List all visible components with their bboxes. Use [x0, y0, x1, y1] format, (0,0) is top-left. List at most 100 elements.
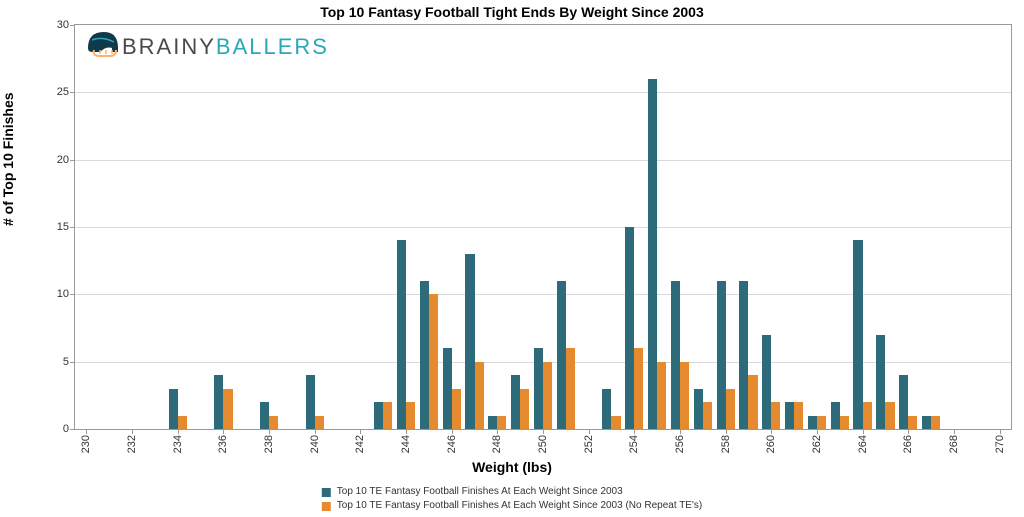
bar — [488, 416, 497, 429]
x-tick-mark — [1000, 429, 1001, 434]
x-tick-label: 264 — [857, 435, 869, 453]
bar — [223, 389, 232, 429]
bar — [557, 281, 566, 429]
x-tick-label: 240 — [309, 435, 321, 453]
bar — [602, 389, 611, 429]
bar — [178, 416, 187, 429]
bar — [625, 227, 634, 429]
bar — [452, 389, 461, 429]
bar — [611, 416, 620, 429]
bar — [831, 402, 840, 429]
bar — [497, 416, 506, 429]
bar — [908, 416, 917, 429]
bar — [315, 416, 324, 429]
x-tick-mark — [315, 429, 316, 434]
x-tick-mark — [178, 429, 179, 434]
x-tick-label: 236 — [217, 435, 229, 453]
x-tick-mark — [223, 429, 224, 434]
legend-item: Top 10 TE Fantasy Football Finishes At E… — [322, 485, 702, 499]
x-tick-mark — [680, 429, 681, 434]
chart-title: Top 10 Fantasy Football Tight Ends By We… — [0, 4, 1024, 20]
x-tick-label: 234 — [172, 435, 184, 453]
bar — [885, 402, 894, 429]
x-tick-mark — [863, 429, 864, 434]
x-tick-mark — [132, 429, 133, 434]
y-tick-label: 30 — [57, 19, 75, 31]
legend-item: Top 10 TE Fantasy Football Finishes At E… — [322, 499, 702, 513]
legend: Top 10 TE Fantasy Football Finishes At E… — [322, 485, 702, 513]
x-tick-label: 258 — [720, 435, 732, 453]
bar — [269, 416, 278, 429]
bar — [534, 348, 543, 429]
bar — [762, 335, 771, 429]
bar — [853, 240, 862, 429]
x-tick-label: 248 — [491, 435, 503, 453]
bar — [899, 375, 908, 429]
y-tick-label: 20 — [57, 154, 75, 166]
x-tick-label: 250 — [537, 435, 549, 453]
x-tick-mark — [452, 429, 453, 434]
gridline — [75, 294, 1011, 295]
y-tick-label: 0 — [63, 423, 75, 435]
x-tick-mark — [726, 429, 727, 434]
bar — [634, 348, 643, 429]
bar — [671, 281, 680, 429]
x-tick-label: 254 — [628, 435, 640, 453]
bar — [406, 402, 415, 429]
bar — [543, 362, 552, 429]
bar — [876, 335, 885, 429]
y-axis-label: # of Top 10 Finishes — [0, 92, 16, 226]
bar — [420, 281, 429, 429]
x-tick-mark — [954, 429, 955, 434]
x-tick-mark — [634, 429, 635, 434]
plot-area: 0510152025302302322342362382402422442462… — [74, 24, 1012, 430]
x-tick-mark — [497, 429, 498, 434]
x-tick-mark — [589, 429, 590, 434]
bar — [657, 362, 666, 429]
gridline — [75, 160, 1011, 161]
x-tick-label: 268 — [948, 435, 960, 453]
gridline — [75, 227, 1011, 228]
x-tick-mark — [406, 429, 407, 434]
bar — [383, 402, 392, 429]
bar — [726, 389, 735, 429]
x-tick-label: 232 — [126, 435, 138, 453]
bar — [863, 402, 872, 429]
y-tick-label: 10 — [57, 288, 75, 300]
x-tick-mark — [86, 429, 87, 434]
gridline — [75, 92, 1011, 93]
bar — [566, 348, 575, 429]
bar — [214, 375, 223, 429]
x-tick-label: 270 — [994, 435, 1006, 453]
x-tick-mark — [908, 429, 909, 434]
x-tick-label: 262 — [811, 435, 823, 453]
x-tick-mark — [771, 429, 772, 434]
bar — [840, 416, 849, 429]
bar — [648, 79, 657, 429]
y-tick-label: 25 — [57, 86, 75, 98]
x-tick-mark — [817, 429, 818, 434]
bar — [443, 348, 452, 429]
legend-label: Top 10 TE Fantasy Football Finishes At E… — [337, 485, 623, 499]
bar — [739, 281, 748, 429]
bar — [680, 362, 689, 429]
x-tick-label: 246 — [446, 435, 458, 453]
bar — [260, 402, 269, 429]
legend-swatch — [322, 488, 331, 497]
x-tick-label: 238 — [263, 435, 275, 453]
bar — [922, 416, 931, 429]
x-tick-label: 266 — [902, 435, 914, 453]
bar — [169, 389, 178, 429]
legend-swatch — [322, 502, 331, 511]
y-tick-label: 5 — [63, 356, 75, 368]
legend-label: Top 10 TE Fantasy Football Finishes At E… — [337, 499, 702, 513]
bar — [717, 281, 726, 429]
bar — [808, 416, 817, 429]
bar — [794, 402, 803, 429]
bar — [374, 402, 383, 429]
bar — [785, 402, 794, 429]
x-tick-mark — [360, 429, 361, 434]
x-axis-label: Weight (lbs) — [0, 459, 1024, 475]
bar — [931, 416, 940, 429]
chart-container: Top 10 Fantasy Football Tight Ends By We… — [0, 0, 1024, 517]
